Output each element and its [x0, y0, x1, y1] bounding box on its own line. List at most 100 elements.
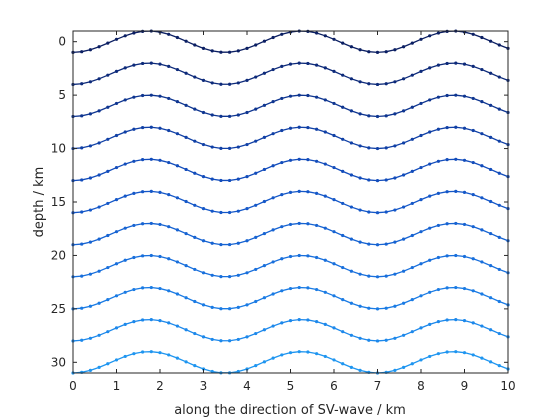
data-point [245, 367, 249, 371]
series-line-3 [71, 93, 510, 119]
data-point [306, 222, 310, 226]
data-point [410, 330, 414, 334]
data-point [280, 257, 284, 261]
data-point [149, 93, 153, 97]
data-point [149, 221, 153, 226]
data-point [393, 176, 397, 180]
data-point [462, 158, 467, 162]
data-point [114, 326, 119, 330]
data-point [280, 64, 284, 68]
data-point [271, 100, 275, 104]
data-point [184, 360, 188, 364]
data-point [262, 39, 266, 43]
data-point [149, 350, 153, 354]
data-point [201, 142, 206, 147]
data-point [349, 269, 353, 273]
data-point [375, 179, 380, 183]
data-point [114, 294, 119, 298]
data-point [114, 37, 119, 41]
data-point [114, 133, 119, 138]
data-point [97, 141, 101, 145]
data-point [184, 199, 188, 204]
data-point [367, 242, 371, 246]
data-point [497, 299, 501, 304]
data-point [132, 191, 136, 195]
data-point [471, 353, 475, 357]
data-point [315, 63, 319, 67]
data-point [210, 49, 214, 53]
data-point [288, 126, 293, 130]
data-point [167, 64, 171, 68]
data-point [393, 112, 397, 116]
data-point [480, 260, 484, 264]
data-point [158, 126, 162, 130]
data-point [193, 139, 197, 143]
data-point [193, 299, 197, 304]
series-layer [71, 29, 510, 375]
data-point [306, 93, 310, 98]
y-tick-label: 10 [51, 142, 66, 156]
data-point [271, 132, 275, 136]
data-point [149, 189, 153, 193]
data-point [288, 286, 293, 291]
data-point [123, 34, 127, 38]
data-point [419, 262, 423, 266]
data-point [210, 369, 214, 374]
data-point [489, 167, 493, 172]
data-point [393, 80, 397, 84]
data-point [428, 194, 432, 198]
data-point [341, 265, 345, 270]
data-point [384, 210, 388, 214]
data-point [454, 93, 458, 97]
data-point [219, 178, 223, 183]
data-point [323, 98, 327, 102]
data-point [193, 43, 197, 47]
data-point [97, 77, 101, 81]
series-line-4 [71, 125, 510, 151]
data-point [167, 225, 171, 229]
data-point [288, 190, 293, 194]
data-point [245, 142, 249, 147]
data-point [80, 274, 84, 278]
data-point [349, 301, 353, 305]
data-point [80, 114, 84, 118]
data-point [315, 320, 319, 324]
data-point [193, 235, 197, 239]
data-point [123, 194, 127, 198]
data-point [428, 66, 432, 70]
data-point [132, 320, 136, 324]
data-point [436, 255, 440, 260]
data-point [393, 240, 397, 244]
series-path [72, 126, 509, 150]
data-point [80, 178, 84, 182]
data-point [332, 165, 336, 170]
data-point [306, 286, 310, 290]
data-point [497, 171, 501, 175]
series-path [72, 62, 509, 86]
data-point [280, 225, 284, 229]
data-point [123, 354, 127, 359]
data-point [106, 137, 110, 141]
data-point [123, 130, 127, 134]
data-point [262, 231, 266, 236]
data-point [97, 173, 101, 177]
data-point [210, 145, 214, 149]
data-point [436, 223, 440, 228]
data-point [497, 75, 501, 79]
data-point [393, 304, 397, 308]
data-point [358, 48, 362, 52]
data-point [306, 254, 310, 258]
data-point [201, 175, 206, 179]
data-point [297, 350, 301, 354]
data-point [141, 222, 145, 226]
data-point [402, 173, 406, 177]
data-point [384, 178, 388, 182]
data-point [462, 319, 467, 323]
data-point [436, 287, 440, 292]
data-point [228, 114, 232, 118]
data-point [471, 64, 475, 68]
data-point [367, 178, 371, 182]
data-point [489, 39, 493, 43]
data-point [184, 71, 188, 75]
data-point [106, 362, 110, 366]
